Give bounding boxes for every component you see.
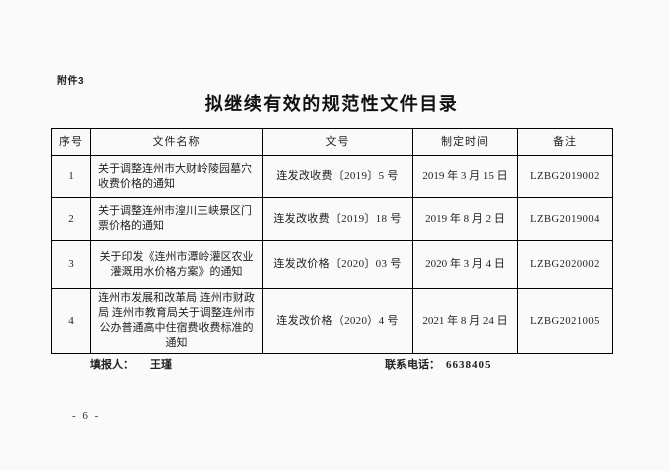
header-doc-number: 文号 <box>262 128 413 156</box>
cell-remark: LZBG2021005 <box>517 288 613 354</box>
cell-doc-number: 连发改收费〔2019〕5 号 <box>262 155 413 198</box>
cell-remark: LZBG2019004 <box>517 197 613 241</box>
cell-file-name: 关于印发《连州市潭岭灌区农业灌溉用水价格方案》的通知 <box>90 240 263 289</box>
cell-serial: 4 <box>51 288 91 354</box>
cell-date: 2019 年 8 月 2 日 <box>412 197 518 241</box>
table-header-row: 序号 文件名称 文号 制定时间 备注 <box>51 128 613 156</box>
cell-file-name: 关于调整连州市湟川三峡景区门票价格的通知 <box>90 197 263 241</box>
cell-file-name: 连州市发展和改革局 连州市财政局 连州市教育局关于调整连州市公办普通高中住宿费收… <box>90 288 263 354</box>
page-title: 拟继续有效的规范性文件目录 <box>204 94 459 114</box>
cell-doc-number: 连发改价格（2020）4 号 <box>262 288 413 354</box>
cell-doc-number: 连发改收费〔2019〕18 号 <box>262 197 413 241</box>
cell-doc-number: 连发改价格〔2020〕03 号 <box>262 240 413 289</box>
phone-number: 6638405 <box>446 359 492 371</box>
attachment-label: 附件3 <box>57 76 85 87</box>
cell-remark: LZBG2019002 <box>517 155 613 198</box>
header-remark: 备注 <box>517 128 613 156</box>
documents-table: 序号 文件名称 文号 制定时间 备注 1 关于调整连州市大财岭陵园墓穴收费价格的… <box>51 128 613 354</box>
page-number: - 6 - <box>72 410 101 422</box>
cell-file-name: 关于调整连州市大财岭陵园墓穴收费价格的通知 <box>90 155 263 198</box>
header-date: 制定时间 <box>412 128 518 156</box>
table-row: 4 连州市发展和改革局 连州市财政局 连州市教育局关于调整连州市公办普通高中住宿… <box>51 288 613 354</box>
cell-date: 2021 年 8 月 24 日 <box>412 288 518 354</box>
table-row: 2 关于调整连州市湟川三峡景区门票价格的通知 连发改收费〔2019〕18 号 2… <box>51 197 613 241</box>
header-file-name: 文件名称 <box>90 128 263 156</box>
phone-label: 联系电话： <box>385 359 440 371</box>
filler-name: 王瑾 <box>150 359 172 371</box>
cell-date: 2020 年 3 月 4 日 <box>412 240 518 289</box>
table-row: 3 关于印发《连州市潭岭灌区农业灌溉用水价格方案》的通知 连发改价格〔2020〕… <box>51 240 613 289</box>
header-serial-number: 序号 <box>51 128 91 156</box>
cell-serial: 3 <box>51 240 91 289</box>
table-row: 1 关于调整连州市大财岭陵园墓穴收费价格的通知 连发改收费〔2019〕5 号 2… <box>51 155 613 198</box>
phone-group: 联系电话： 6638405 <box>385 356 492 372</box>
cell-remark: LZBG2020002 <box>517 240 613 289</box>
cell-serial: 2 <box>51 197 91 241</box>
filler-label: 填报人： <box>90 359 134 371</box>
filler-group: 填报人： 王瑾 <box>90 356 172 372</box>
cell-serial: 1 <box>51 155 91 198</box>
cell-date: 2019 年 3 月 15 日 <box>412 155 518 198</box>
